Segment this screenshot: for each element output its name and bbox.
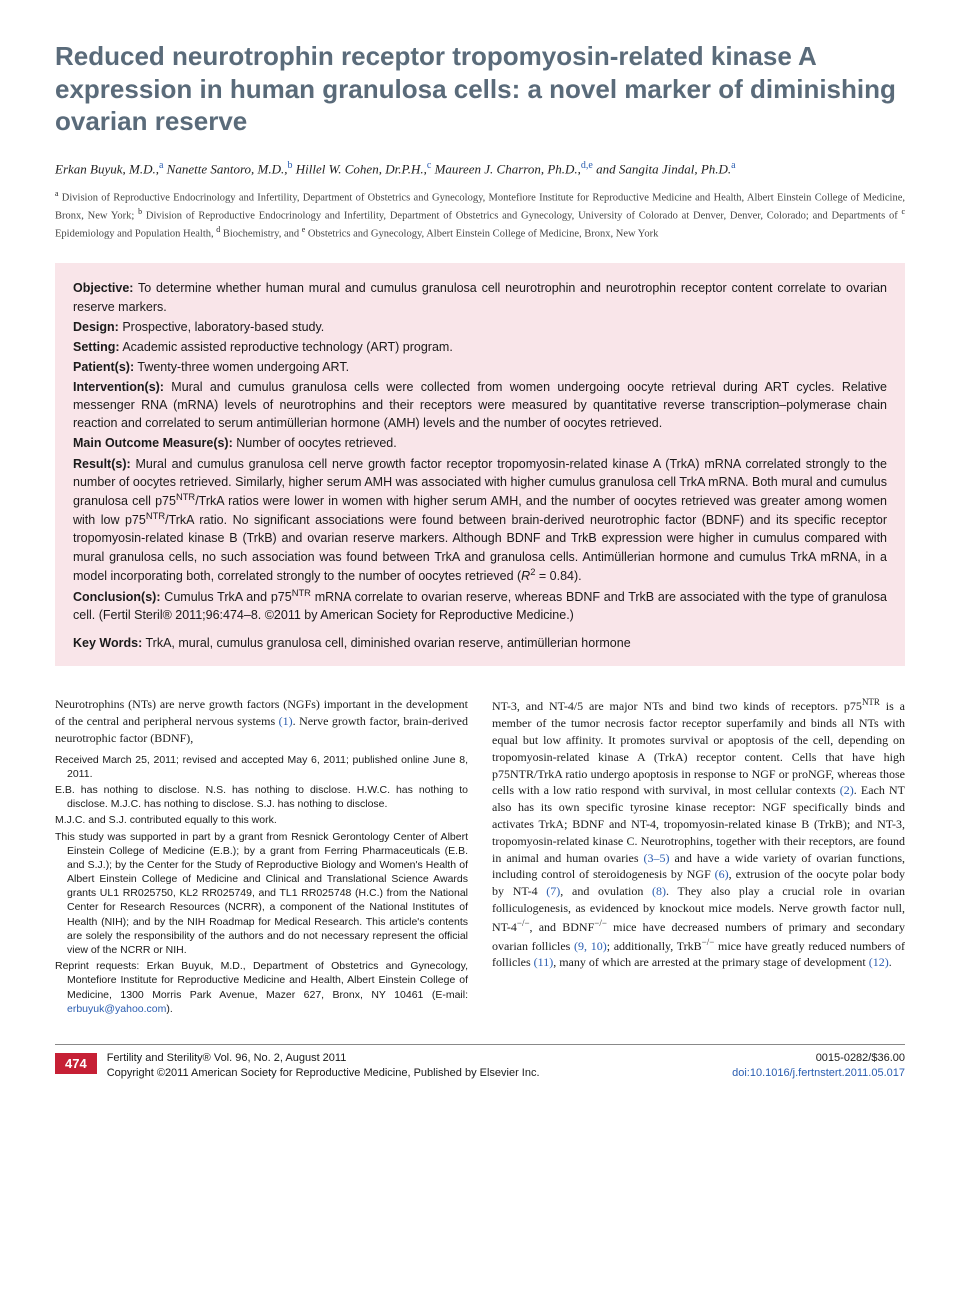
- copyright-line: Copyright ©2011 American Society for Rep…: [107, 1066, 722, 1081]
- footnote-funding: This study was supported in part by a gr…: [55, 830, 468, 958]
- footer-right: 0015-0282/$36.00 doi:10.1016/j.fertnster…: [732, 1051, 905, 1081]
- body-columns: Neurotrophins (NTs) are nerve growth fac…: [55, 696, 905, 1017]
- abstract-label: Patient(s):: [73, 360, 134, 374]
- footnotes: Received March 25, 2011; revised and acc…: [55, 753, 468, 1016]
- right-column: NT-3, and NT-4/5 are major NTs and bind …: [492, 696, 905, 1017]
- abstract-label: Intervention(s):: [73, 380, 164, 394]
- abstract-label: Conclusion(s):: [73, 590, 161, 604]
- abstract-label: Objective:: [73, 281, 133, 295]
- abstract-label: Design:: [73, 320, 119, 334]
- abstract-label: Result(s):: [73, 457, 131, 471]
- page-number-badge: 474: [55, 1053, 97, 1074]
- keywords-label: Key Words:: [73, 636, 142, 650]
- keywords-text: TrkA, mural, cumulus granulosa cell, dim…: [145, 636, 630, 650]
- abstract-text: To determine whether human mural and cum…: [73, 281, 887, 313]
- abstract-text: Mural and cumulus granulosa cell nerve g…: [73, 457, 887, 583]
- abstract-results: Result(s): Mural and cumulus granulosa c…: [73, 455, 887, 585]
- abstract-box: Objective: To determine whether human mu…: [55, 263, 905, 666]
- footnote-received: Received March 25, 2011; revised and acc…: [55, 753, 468, 781]
- abstract-interventions: Intervention(s): Mural and cumulus granu…: [73, 378, 887, 432]
- issn: 0015-0282/$36.00: [732, 1051, 905, 1066]
- footnote-contribution: M.J.C. and S.J. contributed equally to t…: [55, 813, 468, 827]
- abstract-text: Prospective, laboratory-based study.: [122, 320, 324, 334]
- journal-citation: Fertility and Sterility® Vol. 96, No. 2,…: [107, 1051, 722, 1066]
- abstract-setting: Setting: Academic assisted reproductive …: [73, 338, 887, 356]
- abstract-text: Mural and cumulus granulosa cells were c…: [73, 380, 887, 430]
- intro-paragraph: Neurotrophins (NTs) are nerve growth fac…: [55, 696, 468, 746]
- abstract-text: Cumulus TrkA and p75NTR mRNA correlate t…: [73, 590, 887, 622]
- abstract-keywords: Key Words: TrkA, mural, cumulus granulos…: [73, 636, 887, 650]
- abstract-text: Twenty-three women undergoing ART.: [137, 360, 349, 374]
- left-column: Neurotrophins (NTs) are nerve growth fac…: [55, 696, 468, 1017]
- abstract-text: Number of oocytes retrieved.: [236, 436, 397, 450]
- page-footer: 474 Fertility and Sterility® Vol. 96, No…: [55, 1044, 905, 1081]
- abstract-design: Design: Prospective, laboratory-based st…: [73, 318, 887, 336]
- footnote-disclosure: E.B. has nothing to disclose. N.S. has n…: [55, 783, 468, 811]
- article-title: Reduced neurotrophin receptor tropomyosi…: [55, 40, 905, 138]
- abstract-label: Setting:: [73, 340, 120, 354]
- abstract-outcome: Main Outcome Measure(s): Number of oocyt…: [73, 434, 887, 452]
- footnote-reprint: Reprint requests: Erkan Buyuk, M.D., Dep…: [55, 959, 468, 1016]
- authors-list: Erkan Buyuk, M.D.,a Nanette Santoro, M.D…: [55, 158, 905, 179]
- abstract-patients: Patient(s): Twenty-three women undergoin…: [73, 358, 887, 376]
- doi-link[interactable]: doi:10.1016/j.fertnstert.2011.05.017: [732, 1066, 905, 1081]
- body-paragraph: NT-3, and NT-4/5 are major NTs and bind …: [492, 696, 905, 971]
- abstract-objective: Objective: To determine whether human mu…: [73, 279, 887, 315]
- footer-left: Fertility and Sterility® Vol. 96, No. 2,…: [107, 1051, 722, 1081]
- affiliations: a Division of Reproductive Endocrinology…: [55, 188, 905, 241]
- abstract-label: Main Outcome Measure(s):: [73, 436, 233, 450]
- abstract-text: Academic assisted reproductive technolog…: [122, 340, 452, 354]
- abstract-conclusions: Conclusion(s): Cumulus TrkA and p75NTR m…: [73, 587, 887, 624]
